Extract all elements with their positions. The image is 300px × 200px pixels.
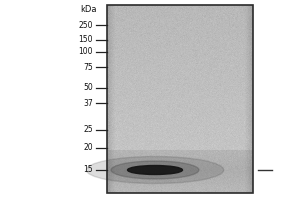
Text: 37: 37	[83, 98, 93, 108]
Text: 75: 75	[83, 62, 93, 72]
Text: 50: 50	[83, 84, 93, 92]
Ellipse shape	[86, 156, 224, 184]
Ellipse shape	[111, 161, 199, 179]
Text: 250: 250	[79, 21, 93, 29]
Text: 100: 100	[79, 47, 93, 56]
Text: 20: 20	[83, 144, 93, 152]
Text: 150: 150	[79, 36, 93, 45]
Ellipse shape	[128, 166, 182, 174]
Bar	[107, 5, 253, 193]
Text: 15: 15	[83, 166, 93, 174]
Text: 25: 25	[83, 126, 93, 134]
Text: kDa: kDa	[80, 5, 97, 15]
